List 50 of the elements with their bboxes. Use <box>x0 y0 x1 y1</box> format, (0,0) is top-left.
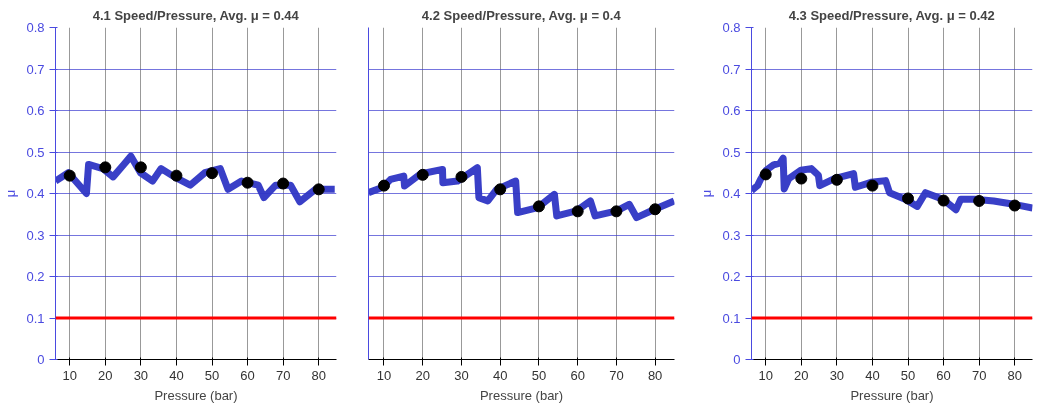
x-tick-label: 40 <box>169 367 184 383</box>
y-tick-label: 0.8 <box>26 20 45 35</box>
x-tick-label: 80 <box>1007 367 1022 383</box>
y-tick-label: 0.5 <box>26 144 45 160</box>
x-tick-label: 10 <box>758 367 773 383</box>
y-tick-label: 0.7 <box>722 61 741 77</box>
y-tick-label: 0.6 <box>722 103 741 118</box>
x-tick-label: 20 <box>794 367 809 383</box>
x-tick-label: 80 <box>647 367 663 383</box>
y-tick-label: 0 <box>37 352 45 367</box>
y-tick-label: 0.2 <box>722 269 741 284</box>
x-tick-label: 50 <box>900 367 916 383</box>
y-tick-label: 0.1 <box>26 310 45 326</box>
chart-title: 4.3 Speed/Pressure, Avg. μ = 0.42 <box>788 7 995 23</box>
x-tick-label: 30 <box>133 367 149 383</box>
y-tick-label: 0.8 <box>722 20 741 35</box>
chart-title: 4.1 Speed/Pressure, Avg. μ = 0.44 <box>92 7 300 23</box>
x-tick-label: 70 <box>971 367 987 383</box>
x-tick-label: 70 <box>609 367 624 383</box>
y-tick-label: 0.2 <box>26 269 45 284</box>
x-tick-label: 60 <box>240 367 255 383</box>
y-tick-label: 0.1 <box>722 310 741 326</box>
x-tick-label: 40 <box>865 367 880 383</box>
x-tick-label: 10 <box>376 367 392 383</box>
x-tick-label: 50 <box>204 367 220 383</box>
x-tick-label: 80 <box>311 367 326 383</box>
x-tick-label: 20 <box>415 367 430 383</box>
y-tick-label: 0.3 <box>26 227 45 243</box>
chart-title: 4.2 Speed/Pressure, Avg. μ = 0.4 <box>421 7 622 23</box>
x-axis-title: Pressure (bar) <box>479 387 564 403</box>
y-axis-title: μ <box>699 189 715 198</box>
x-tick-label: 30 <box>829 367 845 383</box>
y-axis-title: μ <box>3 189 19 198</box>
x-tick-label: 50 <box>531 367 547 383</box>
y-tick-label: 0.4 <box>26 186 45 201</box>
x-tick-label: 60 <box>936 367 951 383</box>
x-tick-label: 20 <box>98 367 113 383</box>
x-tick-label: 30 <box>454 367 469 383</box>
y-tick-label: 0.6 <box>26 103 45 118</box>
x-tick-label: 70 <box>275 367 291 383</box>
y-tick-label: 0.3 <box>722 227 741 243</box>
y-tick-label: 0.7 <box>26 61 45 77</box>
x-tick-label: 40 <box>492 367 508 383</box>
x-axis-title: Pressure (bar) <box>154 387 238 403</box>
x-tick-label: 60 <box>570 367 585 383</box>
x-tick-label: 10 <box>62 367 77 383</box>
y-tick-label: 0.4 <box>722 186 741 201</box>
x-axis-title: Pressure (bar) <box>850 387 934 403</box>
y-tick-label: 0 <box>733 352 741 367</box>
y-tick-label: 0.5 <box>722 144 741 160</box>
